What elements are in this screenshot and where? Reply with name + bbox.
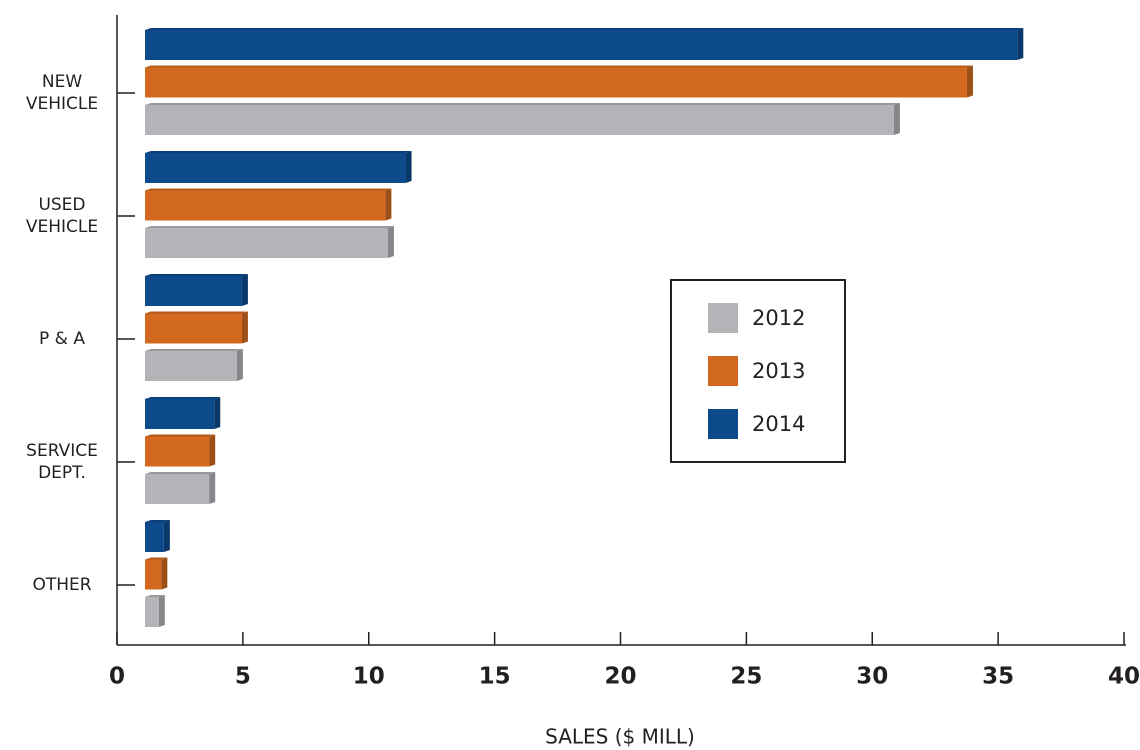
bar bbox=[145, 595, 165, 627]
bar-side bbox=[966, 65, 973, 98]
bar bbox=[145, 151, 412, 183]
bar bbox=[145, 311, 248, 344]
x-tick-label: 25 bbox=[730, 664, 762, 690]
x-tick-label: 20 bbox=[604, 664, 636, 690]
bar-side bbox=[1017, 28, 1024, 60]
bar-top bbox=[145, 103, 900, 105]
bar-top bbox=[145, 188, 392, 191]
bar-face bbox=[145, 190, 386, 221]
bar bbox=[145, 557, 168, 590]
bar-face bbox=[145, 436, 210, 467]
bar bbox=[145, 65, 973, 98]
bar-top bbox=[145, 349, 243, 351]
legend-label: 2014 bbox=[752, 412, 805, 436]
legend-label: 2013 bbox=[752, 359, 805, 383]
legend bbox=[670, 279, 846, 463]
bar-side bbox=[214, 397, 221, 429]
bar bbox=[145, 103, 900, 135]
bar-top bbox=[145, 65, 973, 68]
bar-top bbox=[145, 520, 170, 522]
bar-face bbox=[145, 313, 242, 344]
bar-face bbox=[145, 559, 162, 590]
bar-face bbox=[145, 153, 406, 183]
x-tick-label: 10 bbox=[353, 664, 385, 690]
y-tick-label: SERVICE DEPT. bbox=[26, 441, 98, 483]
bar-top bbox=[145, 311, 248, 314]
bar-side bbox=[387, 226, 394, 258]
bar bbox=[145, 274, 248, 306]
x-axis-label: SALES ($ MILL) bbox=[545, 725, 695, 749]
bar-side bbox=[241, 311, 248, 344]
bar-face bbox=[145, 597, 159, 627]
bar-side bbox=[163, 520, 170, 552]
bar bbox=[145, 226, 394, 258]
x-tick-label: 30 bbox=[856, 664, 888, 690]
bar-top bbox=[145, 151, 412, 153]
legend-swatch bbox=[708, 303, 738, 333]
bar-top bbox=[145, 28, 1024, 30]
y-tick-label: P & A bbox=[39, 329, 85, 349]
bar-top bbox=[145, 472, 216, 474]
legend-swatch bbox=[708, 356, 738, 386]
x-tick-label: 35 bbox=[982, 664, 1014, 690]
bar-top bbox=[145, 274, 248, 276]
bar-side bbox=[405, 151, 412, 183]
bar bbox=[145, 472, 216, 504]
legend-label: 2012 bbox=[752, 306, 805, 330]
x-tick-label: 40 bbox=[1108, 664, 1140, 690]
y-tick-label: NEW VEHICLE bbox=[26, 72, 98, 114]
x-tick-label: 0 bbox=[109, 664, 125, 690]
bar-face bbox=[145, 228, 388, 258]
bar bbox=[145, 349, 243, 381]
x-tick-label: 5 bbox=[235, 664, 251, 690]
bar-side bbox=[241, 274, 248, 306]
bar-side bbox=[385, 188, 392, 221]
bar-side bbox=[158, 595, 165, 627]
bar-face bbox=[145, 276, 242, 306]
y-tick-label: USED VEHICLE bbox=[26, 195, 98, 237]
bar-face bbox=[145, 351, 237, 381]
bar bbox=[145, 28, 1024, 60]
bar-side bbox=[209, 472, 216, 504]
bar-face bbox=[145, 474, 210, 504]
bar-face bbox=[145, 522, 164, 552]
bar-side bbox=[236, 349, 243, 381]
x-tick-label: 15 bbox=[479, 664, 511, 690]
bar-face bbox=[145, 399, 215, 429]
bar-top bbox=[145, 397, 221, 399]
bar-side bbox=[893, 103, 900, 135]
bar-face bbox=[145, 30, 1018, 60]
bar bbox=[145, 397, 221, 429]
bar bbox=[145, 188, 392, 221]
bar-top bbox=[145, 595, 165, 597]
bar bbox=[145, 434, 216, 467]
bar-top bbox=[145, 434, 216, 437]
legend-swatch bbox=[708, 409, 738, 439]
bar-side bbox=[209, 434, 216, 467]
bar-top bbox=[145, 557, 168, 560]
bar bbox=[145, 520, 170, 552]
bar-side bbox=[161, 557, 168, 590]
bar-top bbox=[145, 226, 394, 228]
bar-face bbox=[145, 67, 967, 98]
y-tick-label: OTHER bbox=[32, 575, 91, 595]
bar-face bbox=[145, 105, 894, 135]
